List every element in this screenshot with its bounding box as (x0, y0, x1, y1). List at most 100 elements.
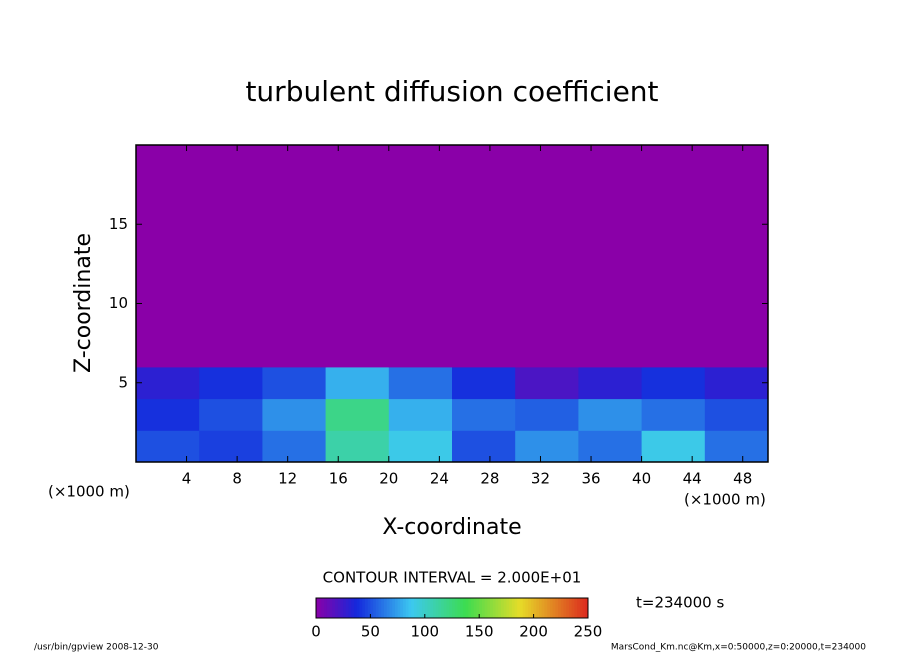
cell (262, 366, 327, 400)
colorbar-swatch (449, 598, 453, 618)
colorbar-swatch (544, 598, 548, 618)
colorbar-swatch (443, 598, 448, 618)
colorbar-swatch (416, 598, 420, 618)
colorbar-swatch (348, 598, 352, 618)
colorbar-swatch (343, 598, 347, 618)
colorbar-swatch (541, 598, 545, 618)
colorbar-swatch (500, 598, 505, 618)
colorbar-swatch (577, 598, 581, 618)
cell (262, 430, 327, 463)
colorbar-swatch (552, 598, 556, 618)
x-tick-label: 40 (632, 470, 651, 488)
cell (515, 145, 579, 368)
colorbar-swatch (520, 598, 524, 618)
colorbar-swatch (427, 598, 431, 618)
cell (388, 366, 453, 400)
footer-right: MarsCond_Km.nc@Km,x=0:50000,z=0:20000,t=… (611, 643, 866, 653)
colorbar-swatch (522, 598, 526, 618)
colorbar-swatch (362, 598, 366, 618)
colorbar-swatch (403, 598, 407, 618)
colorbar-swatch (345, 598, 350, 618)
x-tick-label: 4 (182, 470, 192, 488)
y-tick-label: 10 (109, 294, 128, 312)
colorbar-swatch (318, 598, 322, 618)
colorbar-swatch (487, 598, 491, 618)
colorbar-swatch (389, 598, 393, 618)
colorbar-swatch (495, 598, 499, 618)
y-unit-label: (×1000 m) (48, 483, 130, 501)
colorbar-swatch (405, 598, 409, 618)
colorbar-swatch (558, 598, 562, 618)
colorbar-swatch (413, 598, 418, 618)
colorbar-swatch (582, 598, 586, 618)
colorbar-frame (315, 597, 589, 619)
colorbar-swatch (378, 598, 382, 618)
cell (515, 398, 579, 431)
colorbar-swatch (457, 598, 461, 618)
cell (136, 145, 200, 368)
cell (325, 398, 390, 431)
x-tick-label: 44 (683, 470, 702, 488)
colorbar-swatch (533, 598, 537, 618)
colorbar-swatch (468, 598, 472, 618)
cell (325, 366, 390, 400)
cell (578, 430, 643, 463)
cell (452, 398, 516, 431)
colorbar-swatch (547, 598, 551, 618)
colorbar-swatch (337, 598, 341, 618)
cell (641, 366, 706, 400)
colorbar-tick-label: 0 (311, 623, 321, 641)
colorbar-swatch (471, 598, 475, 618)
colorbar-swatch (326, 598, 331, 618)
colorbar-swatch (422, 598, 426, 618)
cell (641, 398, 706, 431)
colorbar-swatch (340, 598, 344, 618)
colorbar-swatch (430, 598, 434, 618)
cell (136, 398, 200, 431)
colorbar-swatch (392, 598, 396, 618)
footer-left: /usr/bin/gpview 2008-12-30 (34, 643, 159, 653)
x-axis-label: X-coordinate (382, 515, 521, 540)
cell (452, 145, 516, 368)
cell (578, 145, 643, 368)
colorbar-swatch (435, 598, 439, 618)
cell (704, 145, 769, 368)
cell (199, 398, 263, 431)
colorbar-swatch (359, 598, 363, 618)
colorbar-swatch (585, 598, 589, 618)
colorbar-swatch (571, 598, 575, 618)
colorbar-swatch (386, 598, 390, 618)
chart-title: turbulent diffusion coefficient (245, 75, 658, 108)
colorbar-swatch (566, 598, 570, 618)
colorbar-swatch (503, 598, 507, 618)
colorbar-swatch (506, 598, 510, 618)
colorbar-swatch (324, 598, 328, 618)
x-tick-label: 20 (379, 470, 398, 488)
cell (136, 366, 200, 400)
x-tick-label: 24 (430, 470, 449, 488)
colorbar-swatch (375, 598, 380, 618)
cell (262, 398, 327, 431)
colorbar-swatch (397, 598, 401, 618)
cell (452, 430, 516, 463)
cell (199, 145, 263, 368)
colorbar-swatch (560, 598, 565, 618)
cell (262, 145, 327, 368)
cell (515, 366, 579, 400)
cell (388, 430, 453, 463)
cell (325, 430, 390, 463)
colorbar-swatch (479, 598, 483, 618)
colorbar-swatch (335, 598, 339, 618)
cell (641, 145, 706, 368)
colorbar-swatch (316, 598, 320, 618)
cell (388, 145, 453, 368)
cell (578, 366, 643, 400)
colorbar-tick-label: 50 (361, 623, 380, 641)
colorbar-tick-label: 100 (410, 623, 439, 641)
colorbar-swatch (424, 598, 429, 618)
colorbar-tick-label: 150 (465, 623, 494, 641)
colorbar-swatch (373, 598, 377, 618)
colorbar-swatch (481, 598, 486, 618)
cell (704, 430, 769, 463)
y-axis-label: Z-coordinate (71, 233, 96, 373)
